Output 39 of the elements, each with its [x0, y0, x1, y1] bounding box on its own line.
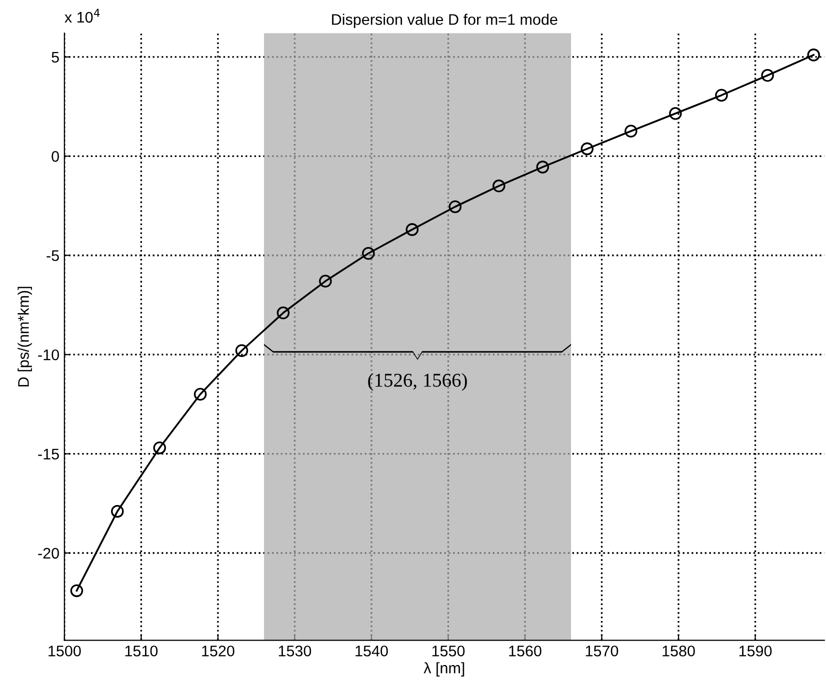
x-tick-label: 1540 [356, 646, 388, 656]
y-axis-title: D [ps/(nm*km)] [18, 286, 32, 386]
y-tick-label: -15 [38, 448, 59, 460]
point [669, 107, 682, 120]
x-tick-label: 1570 [586, 646, 618, 656]
point [111, 504, 124, 518]
x-axis-title: λ [nm] [424, 662, 464, 676]
point [761, 68, 774, 82]
y-tick-label: 5 [52, 52, 59, 63]
point [624, 124, 638, 138]
x-tick-label: 1590 [739, 646, 772, 656]
x-tick-label: 1500 [48, 646, 81, 656]
band-label: (1526, 1566) [368, 373, 467, 391]
y-tick-label: -10 [38, 349, 59, 360]
point [276, 306, 290, 320]
y-tick-label: -20 [38, 548, 59, 559]
x-tick-label: 1510 [125, 646, 158, 656]
point [153, 441, 166, 454]
point [194, 388, 207, 401]
point [492, 180, 506, 192]
x-tick-label: 1530 [278, 646, 312, 656]
y-tick-label: -5 [46, 250, 59, 262]
chart-title: Dispersion value D for m=1 mode [332, 14, 558, 28]
point [715, 88, 728, 102]
point [580, 142, 594, 156]
point [536, 160, 550, 174]
point [319, 274, 332, 288]
point [807, 48, 820, 62]
point [70, 584, 84, 598]
x-tick-label: 1560 [509, 646, 542, 656]
x-tick-label: 1580 [662, 646, 695, 656]
point [362, 246, 375, 260]
y-tick-label: 0 [52, 151, 59, 162]
x-tick-label: 1550 [432, 646, 465, 656]
point [235, 344, 248, 357]
point [448, 200, 462, 214]
x-tick-label: 1520 [202, 646, 234, 656]
point [406, 223, 419, 236]
text: x 10$^{4}$ [64, 8, 100, 23]
